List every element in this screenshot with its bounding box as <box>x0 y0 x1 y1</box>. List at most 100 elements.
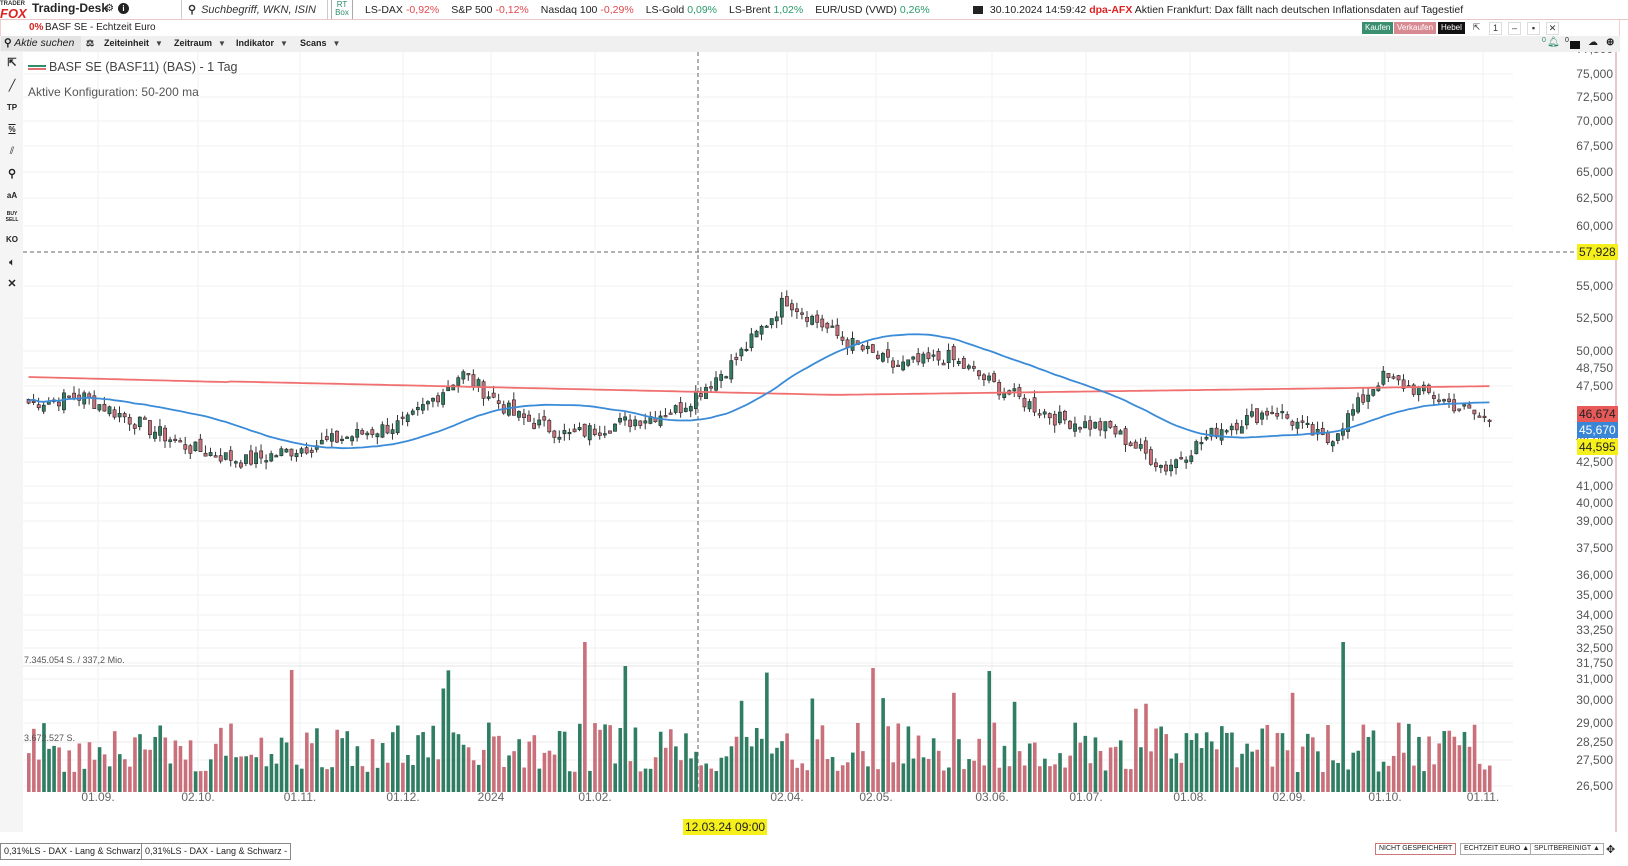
svg-text:42,500: 42,500 <box>1576 455 1613 469</box>
parallel-lines-icon[interactable]: ⫽ <box>9 146 15 157</box>
ticker-item[interactable]: LS-Brent 1,02% <box>729 4 803 16</box>
tp-tool-icon[interactable]: TP <box>6 103 18 112</box>
svg-text:2024: 2024 <box>478 790 505 804</box>
global-search-input[interactable]: ⚲ Suchbegriff, WKN, ISIN <box>181 0 328 19</box>
ma200-price-tag: 46,674 <box>1577 406 1618 422</box>
ticker-item[interactable]: LS-DAX -0,92% <box>365 4 439 16</box>
svg-text:01.10.: 01.10. <box>1368 790 1401 804</box>
info-icon[interactable]: i <box>118 3 129 14</box>
menu-label: Scans <box>300 38 327 48</box>
svg-text:02.04.: 02.04. <box>770 790 803 804</box>
split-adjusted-toggle[interactable]: SPLITBEREINIGT ▲ <box>1530 843 1604 855</box>
svg-text:29,000: 29,000 <box>1576 716 1613 730</box>
menu-zeitraum[interactable]: Zeitraum ▼ <box>174 38 226 48</box>
stock-search-input[interactable]: ⚲ Aktie suchen <box>1 36 81 51</box>
svg-text:03.06.: 03.06. <box>975 790 1008 804</box>
svg-text:55,000: 55,000 <box>1576 279 1613 293</box>
chevron-down-icon: ▼ <box>155 39 163 48</box>
folder-icon[interactable] <box>1570 41 1580 49</box>
workspace-tab-1[interactable]: 0,31%LS - DAX - Lang & Schwarz - <box>0 843 151 860</box>
sell-button[interactable]: Verkaufen <box>1394 22 1437 34</box>
news-headline[interactable]: 30.10.2024 14:59:42 dpa-AFX Aktien Frank… <box>973 4 1463 16</box>
minimize-button[interactable]: – <box>1508 22 1521 35</box>
menu-label: Indikator <box>236 38 275 48</box>
logo-text-top: TRADER <box>0 1 25 7</box>
svg-text:32,500: 32,500 <box>1576 641 1613 655</box>
active-config-label: Aktive Konfiguration: 50-200 ma <box>28 85 199 99</box>
percent-tool-icon[interactable]: % <box>8 125 16 134</box>
sound-icon[interactable]: 🔈︎ <box>9 257 15 267</box>
menu-scans[interactable]: Scans ▼ <box>300 38 340 48</box>
market-ticker: LS-DAX -0,92% S&P 500 -0,12% Nasdaq 100 -0,29… <box>365 4 930 16</box>
chart-toolbar: ⚲ Aktie suchen ⚖ Zeiteinheit ▼ Zeitraum ▼ … <box>0 36 1620 52</box>
svg-text:50,000: 50,000 <box>1576 344 1613 358</box>
not-saved-status[interactable]: NICHT GESPEICHERT <box>1375 843 1457 855</box>
ticker-name: LS-DAX <box>365 4 403 16</box>
stock-search-label: Aktie suchen <box>14 37 75 49</box>
svg-text:62,500: 62,500 <box>1576 191 1613 205</box>
ticker-item[interactable]: LS-Gold 0,09% <box>646 4 717 16</box>
chart-area[interactable]: 77,500 75,000 72,500 70,000 67,500 65,000 62,5… <box>23 42 1620 832</box>
trendline-icon[interactable]: ╱ <box>8 80 16 92</box>
scale-icon[interactable]: ⚖ <box>86 38 95 48</box>
svg-text:48,750: 48,750 <box>1576 361 1613 375</box>
text-tool-icon[interactable]: aA <box>6 191 18 200</box>
clear-icon[interactable]: ✕ <box>7 278 17 290</box>
realtime-euro-toggle[interactable]: ECHTZEIT EURO ▲ <box>1460 843 1534 855</box>
zoom-icon[interactable]: ⚲ <box>7 168 17 180</box>
price-chart[interactable]: 77,500 75,000 72,500 70,000 67,500 65,000 62,5… <box>23 42 1620 832</box>
chevron-down-icon: ▼ <box>332 39 341 48</box>
ko-tool-icon[interactable]: KO <box>6 235 18 244</box>
bell-icon[interactable]: 🔔︎ <box>1547 37 1560 48</box>
search-icon: ⚲ <box>188 4 197 16</box>
svg-text:41,000: 41,000 <box>1576 479 1613 493</box>
traderfox-logo[interactable]: TRADER FOX <box>0 1 27 31</box>
svg-text:31,000: 31,000 <box>1576 672 1613 686</box>
last-price-tag: 44,595 <box>1577 439 1618 455</box>
ticker-name: Nasdaq 100 <box>540 4 598 16</box>
drawing-tools-sidebar: ⇱ ╱ TP % ⫽ ⚲ aA BUY SELL KO 🔈︎ ✕ <box>0 52 23 832</box>
svg-text:40,000: 40,000 <box>1576 496 1613 510</box>
svg-text:67,500: 67,500 <box>1576 139 1613 153</box>
svg-text:01.12.: 01.12. <box>386 790 419 804</box>
news-source: dpa-AFX <box>1089 4 1133 16</box>
buy-sell-icon[interactable]: BUY SELL <box>5 211 19 223</box>
ticker-change: -0,12% <box>495 4 529 16</box>
gear-icon[interactable]: ⚙ <box>105 3 114 14</box>
cloud-upload-icon[interactable]: ☁ <box>1588 37 1598 48</box>
svg-text:36,000: 36,000 <box>1576 568 1613 582</box>
maximize-button[interactable]: ▪ <box>1527 22 1540 35</box>
move-handle-icon[interactable]: ✥ <box>1606 844 1616 856</box>
chevron-down-icon: ▼ <box>280 39 288 48</box>
cursor-icon[interactable]: ⇱ <box>7 57 17 69</box>
svg-text:60,000: 60,000 <box>1576 219 1613 233</box>
ticker-change: 0,26% <box>899 4 930 16</box>
ticker-item[interactable]: S&P 500 -0,12% <box>451 4 529 16</box>
svg-text:02.05.: 02.05. <box>859 790 892 804</box>
svg-text:65,000: 65,000 <box>1576 165 1613 179</box>
add-icon[interactable]: ⊕ <box>1606 37 1615 48</box>
window-count[interactable]: 1 <box>1489 22 1502 35</box>
ticker-name: EUR/USD (VWD) <box>815 4 897 16</box>
menu-indikator[interactable]: Indikator ▼ <box>236 38 288 48</box>
buy-button[interactable]: Kaufen <box>1362 22 1394 34</box>
leverage-button[interactable]: Hebel <box>1438 22 1465 34</box>
popout-icon[interactable]: ⇱ <box>1470 22 1483 35</box>
svg-text:72,500: 72,500 <box>1576 90 1613 104</box>
top-bar: TRADER FOX Trading-Desk ⚙ i ⚲ Suchbegrif… <box>0 0 1628 20</box>
ticker-change: -0,29% <box>600 4 634 16</box>
newspaper-icon <box>973 6 983 14</box>
chevron-down-icon: ▼ <box>218 39 226 48</box>
svg-text:77,500: 77,500 <box>1576 52 1613 56</box>
menu-label: Zeitraum <box>174 38 213 48</box>
rt-box-button[interactable]: RT Box <box>331 0 353 19</box>
menu-zeiteinheit[interactable]: Zeiteinheit ▼ <box>104 38 163 48</box>
close-button[interactable]: ✕ <box>1546 22 1559 35</box>
alerts-count: 0 <box>1542 37 1546 44</box>
workspace-tab-2[interactable]: 0,31%LS - DAX - Lang & Schwarz - <box>141 843 292 860</box>
svg-text:01.08.: 01.08. <box>1173 790 1206 804</box>
ticker-item[interactable]: Nasdaq 100 -0,29% <box>541 4 634 16</box>
rt-box-label-2: Box <box>335 8 349 17</box>
search-icon: ⚲ <box>4 37 12 49</box>
ticker-item[interactable]: EUR/USD (VWD) 0,26% <box>815 4 929 16</box>
